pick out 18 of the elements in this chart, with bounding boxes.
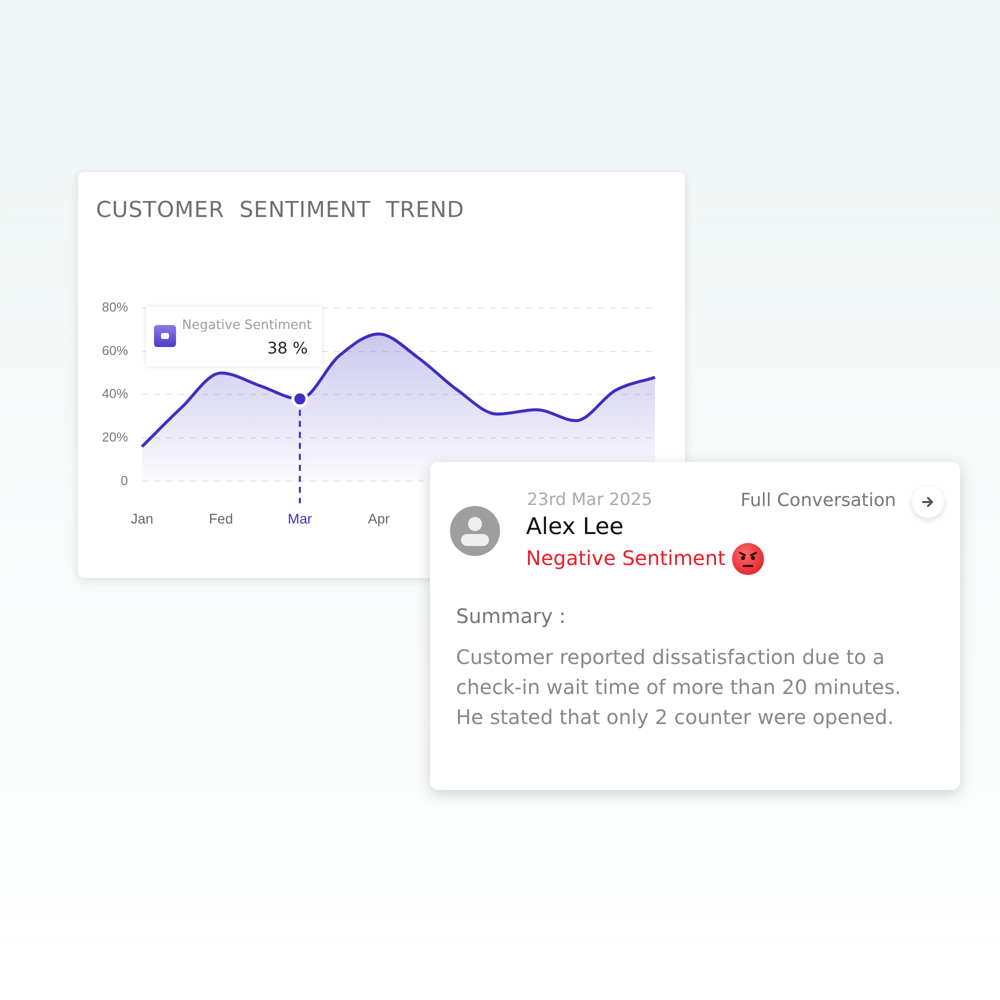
x-tick-label: Apr: [368, 510, 390, 526]
text: Negative Sentiment: [526, 546, 726, 570]
y-tick-label: 20%: [102, 429, 128, 444]
data-label: 38 %: [267, 338, 308, 358]
text: Customer reported dissatisfaction due to a check-in wait time of more than 20 minutes. He stated that only 2 counter were opened.: [456, 644, 902, 731]
x-tick-label: Jan: [130, 510, 154, 526]
x-tick-label: Fed: [208, 510, 233, 526]
text: 23rd Mar 2025: [527, 490, 652, 510]
y-tick-label: 60%: [102, 342, 128, 358]
y-tick-label: 0: [120, 472, 128, 488]
y-tick-label: 40%: [102, 386, 128, 402]
y-tick-label: 80%: [102, 300, 128, 315]
chart-title: CUSTOMER SENTIMENT TREND: [96, 198, 464, 223]
text: Full Conversation: [740, 490, 896, 511]
text: Negative Sentiment: [182, 318, 312, 333]
text: Alex Lee: [526, 514, 624, 540]
x-tick-label: Mar: [288, 510, 312, 526]
text: Summary :: [456, 604, 566, 628]
